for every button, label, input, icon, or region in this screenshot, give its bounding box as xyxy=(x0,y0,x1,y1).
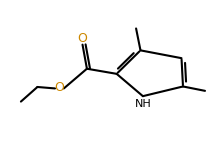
Text: O: O xyxy=(78,32,88,45)
Text: O: O xyxy=(54,81,64,94)
Text: NH: NH xyxy=(134,99,151,109)
